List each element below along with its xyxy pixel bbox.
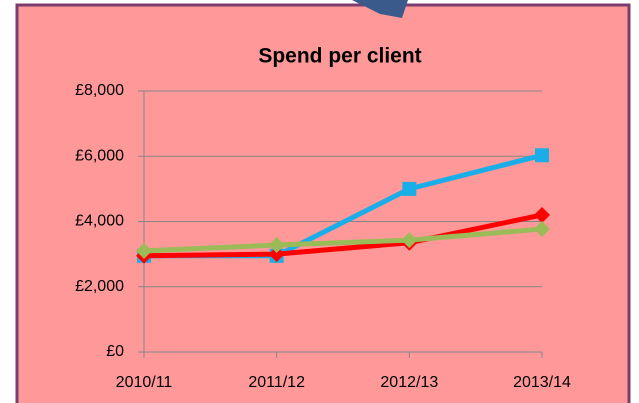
chart-title: Spend per client [258, 45, 421, 68]
marker [534, 206, 550, 223]
series-line [143, 226, 543, 254]
marker [136, 242, 152, 259]
marker [268, 236, 285, 253]
marker [535, 148, 549, 163]
x-tick-label: 2010/11 [116, 374, 173, 391]
arrow-decoration [352, 0, 408, 18]
y-tick-label: £4,000 [75, 213, 124, 230]
x-tick-label: 2012/13 [380, 374, 438, 391]
x-tick-label: 2013/14 [513, 374, 571, 391]
y-tick-label: £2,000 [75, 278, 124, 295]
y-tick-label: £6,000 [75, 147, 124, 164]
y-tick-label: £8,000 [75, 82, 124, 99]
marker [402, 181, 417, 196]
chart-background [15, 3, 631, 403]
marker [268, 246, 285, 263]
marker [534, 221, 550, 238]
y-tick-label: £0 [106, 343, 124, 360]
marker [401, 232, 418, 249]
x-tick-label: 2011/12 [248, 374, 305, 391]
series-line [143, 212, 543, 259]
